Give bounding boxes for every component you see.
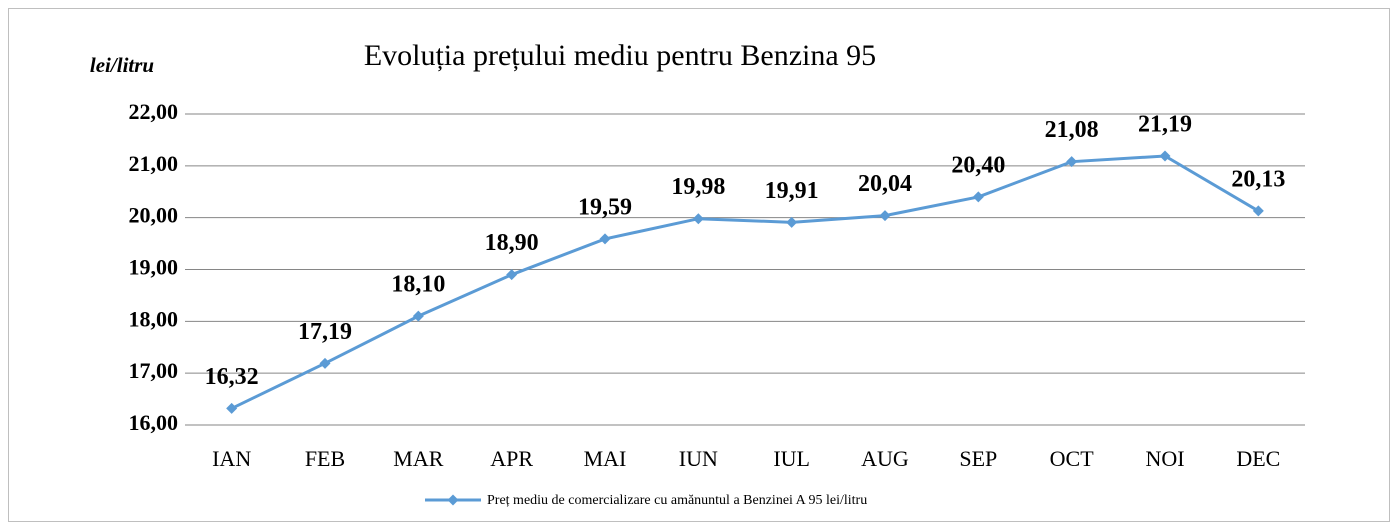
data-label: 20,40 bbox=[951, 152, 1005, 178]
point-marker bbox=[319, 357, 331, 369]
data-label: 18,90 bbox=[485, 230, 539, 256]
legend-label: Preț mediu de comercializare cu amănuntu… bbox=[487, 493, 867, 508]
x-tick-label: DEC bbox=[1236, 446, 1280, 471]
point-marker bbox=[1159, 150, 1171, 162]
data-label: 21,08 bbox=[1045, 117, 1099, 143]
y-tick-label: 20,00 bbox=[129, 203, 179, 228]
legend-marker bbox=[447, 494, 459, 506]
x-tick-label: SEP bbox=[959, 446, 997, 471]
x-tick-label: MAR bbox=[393, 446, 443, 471]
chart-border bbox=[8, 8, 1390, 522]
x-tick-label: NOI bbox=[1145, 446, 1184, 471]
x-tick-label: IAN bbox=[212, 446, 251, 471]
x-tick-label: APR bbox=[490, 446, 533, 471]
y-tick-label: 19,00 bbox=[129, 255, 179, 280]
point-marker bbox=[1252, 205, 1264, 217]
y-tick-label: 21,00 bbox=[129, 151, 179, 176]
x-tick-label: IUN bbox=[679, 446, 718, 471]
x-tick-label: OCT bbox=[1050, 446, 1095, 471]
x-tick-label: IUL bbox=[773, 446, 810, 471]
point-marker bbox=[692, 213, 704, 225]
y-tick-label: 17,00 bbox=[129, 358, 179, 383]
point-marker bbox=[599, 233, 611, 245]
x-tick-label: MAI bbox=[584, 446, 627, 471]
point-marker bbox=[786, 216, 798, 228]
y-tick-label: 22,00 bbox=[129, 99, 179, 124]
series-line bbox=[231, 154, 1260, 410]
y-tick-label: 16,00 bbox=[129, 410, 179, 435]
data-label: 21,19 bbox=[1138, 111, 1192, 137]
data-label: 19,98 bbox=[671, 174, 725, 200]
y-tick-label: 18,00 bbox=[129, 306, 179, 331]
data-label: 19,59 bbox=[578, 194, 632, 220]
x-tick-label: FEB bbox=[305, 446, 345, 471]
point-marker bbox=[412, 310, 424, 322]
y-axis-label: lei/litru bbox=[90, 53, 154, 77]
data-label: 18,10 bbox=[391, 272, 445, 298]
data-label: 19,91 bbox=[765, 178, 819, 204]
point-marker bbox=[972, 191, 984, 203]
point-marker bbox=[506, 269, 518, 281]
chart-title: Evoluția prețului mediu pentru Benzina 9… bbox=[364, 39, 876, 72]
x-tick-label: AUG bbox=[861, 446, 909, 471]
point-marker bbox=[879, 210, 891, 222]
point-marker bbox=[1066, 156, 1078, 168]
data-label: 20,13 bbox=[1231, 166, 1285, 192]
point-marker bbox=[226, 402, 238, 414]
data-label: 20,04 bbox=[858, 171, 912, 197]
data-label: 17,19 bbox=[298, 319, 352, 345]
data-label: 16,32 bbox=[205, 364, 259, 390]
